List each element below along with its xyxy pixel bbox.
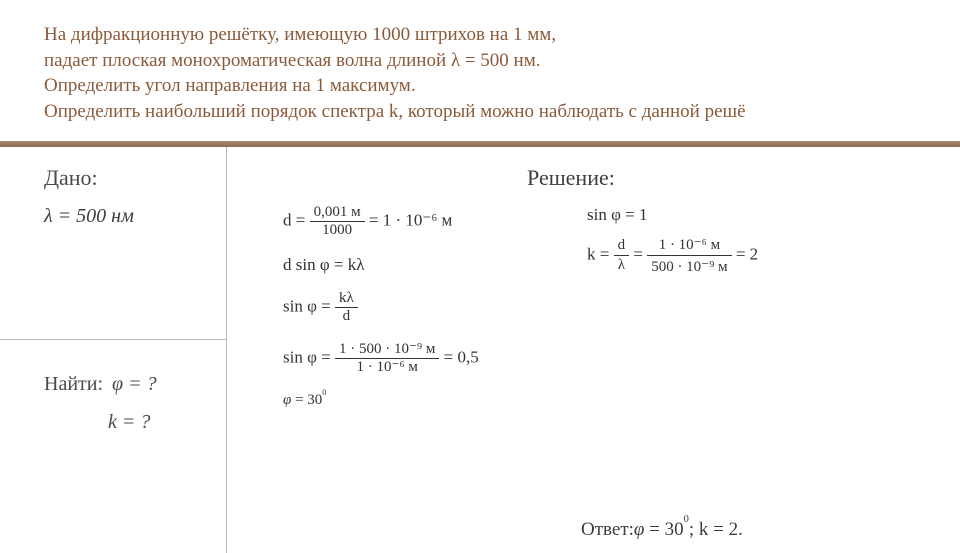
content-layout: Дано: λ = 500 нм Найти: φ = ? k = ? Реше… <box>0 147 960 553</box>
answer-line: Ответ:φ = 300; k = 2. <box>581 519 743 541</box>
find-label: Найти: <box>44 373 103 395</box>
given-title: Дано: <box>44 165 226 191</box>
given-block: Дано: λ = 500 нм <box>0 147 226 228</box>
equations-right: sin φ = 1 k = dλ = 1 · 10⁻⁶ м500 · 10⁻⁹ … <box>587 205 758 294</box>
phi-result-val: 30 <box>307 392 322 408</box>
k-mid-num: d <box>614 237 630 256</box>
problem-line-1: На дифракционную решётку, имеющую 1000 ш… <box>44 22 930 48</box>
find-line-k: k = ? <box>44 403 157 441</box>
answer-label: Ответ: <box>581 519 634 540</box>
k-den: 500 · 10⁻⁹ м <box>647 256 731 276</box>
sinphi-num-result: 0,5 <box>457 347 478 366</box>
sinphi-num-den: 1 · 10⁻⁶ м <box>335 359 439 375</box>
find-phi: φ = ? <box>112 373 157 395</box>
lambda-value: 500 <box>76 205 106 227</box>
eq-phi-result: φ = 300 <box>283 393 479 408</box>
sinphi-sym-den: d <box>335 308 358 324</box>
eq-k: k = dλ = 1 · 10⁻⁶ м500 · 10⁻⁹ м = 2 <box>587 235 758 276</box>
problem-statement: На дифракционную решётку, имеющую 1000 ш… <box>0 0 960 139</box>
eq-sinphi-max: sin φ = 1 <box>587 205 758 225</box>
d-result: 1 · 10⁻⁶ м <box>383 210 453 229</box>
d-den: 1000 <box>310 222 365 238</box>
sinphi-num-num: 1 · 500 · 10⁻⁹ м <box>335 342 439 359</box>
solution-title: Решение: <box>527 165 615 191</box>
answer-k: 2 <box>729 519 739 540</box>
k-mid-den: λ <box>614 256 630 274</box>
find-line-phi: Найти: φ = ? <box>44 365 157 403</box>
sinphi-sym-num: kλ <box>335 291 358 308</box>
eq-sinphi-num: sin φ = 1 · 500 · 10⁻⁹ м1 · 10⁻⁶ м = 0,5 <box>283 342 479 375</box>
problem-line-4: Определить наибольший порядок спектра k,… <box>44 99 930 125</box>
given-lambda: λ = 500 нм <box>44 205 226 228</box>
lambda-unit: нм <box>111 205 134 227</box>
left-column: Дано: λ = 500 нм Найти: φ = ? k = ? <box>0 147 227 553</box>
find-k: k = ? <box>108 411 150 433</box>
lambda-lhs: λ = <box>44 205 71 227</box>
problem-line-3: Определить угол направления на 1 максиму… <box>44 73 930 99</box>
problem-line-2: падает плоская монохроматическая волна д… <box>44 48 930 74</box>
d-num: 0,001 м <box>310 205 365 222</box>
k-result: 2 <box>750 244 759 263</box>
eq-d: d = 0,001 м1000 = 1 · 10⁻⁶ м <box>283 205 479 238</box>
eq-grating: d sin φ = kλ <box>283 256 479 273</box>
eq-sinphi-sym: sin φ = kλd <box>283 291 479 324</box>
solution-column: Решение: d = 0,001 м1000 = 1 · 10⁻⁶ м d … <box>227 147 960 553</box>
answer-phi: 30 <box>665 519 684 540</box>
equations-left: d = 0,001 м1000 = 1 · 10⁻⁶ м d sin φ = k… <box>283 205 479 426</box>
find-block: Найти: φ = ? k = ? <box>0 339 157 441</box>
k-num: 1 · 10⁻⁶ м <box>647 235 731 256</box>
